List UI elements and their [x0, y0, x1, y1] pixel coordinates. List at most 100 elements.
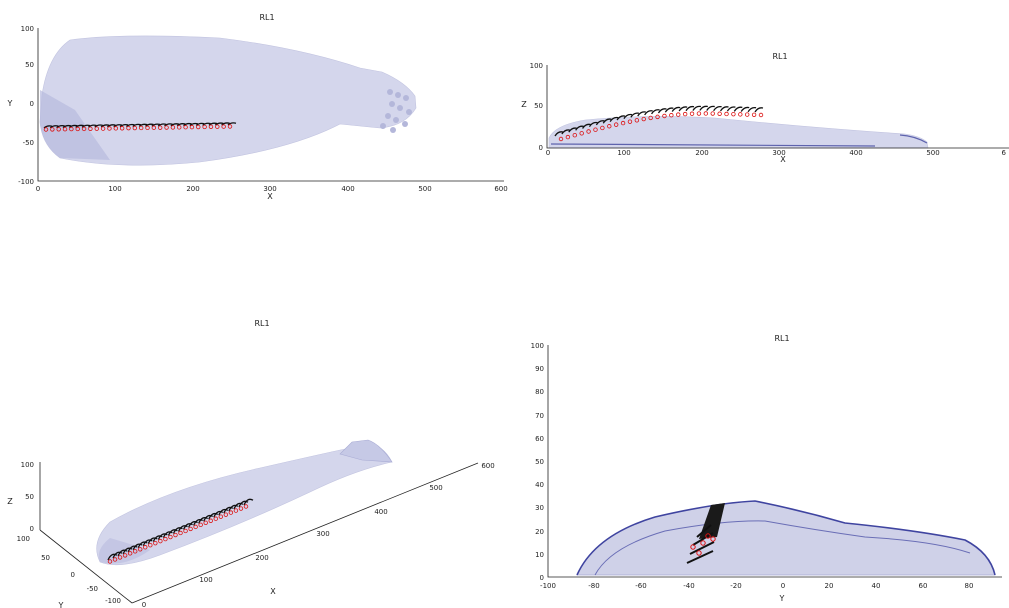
landmark-marker	[731, 111, 736, 117]
rib-curve	[747, 106, 757, 113]
rib-curve	[49, 125, 59, 129]
landmark-marker	[758, 112, 764, 118]
rib-curve	[112, 551, 123, 559]
rib-curve	[87, 124, 97, 128]
x-tick: 100	[617, 149, 630, 157]
rib-curve	[685, 105, 695, 112]
rib-curve	[671, 106, 681, 112]
z-tick: 50	[25, 493, 34, 501]
x-tick: 0	[546, 149, 550, 157]
landmark-marker	[196, 124, 201, 130]
landmark-marker	[221, 124, 226, 129]
landmark-marker	[607, 124, 612, 129]
chart-title: RL1	[774, 334, 789, 343]
rib-curve	[561, 129, 571, 135]
body-inner-outline	[594, 520, 971, 576]
landmark-marker	[738, 112, 743, 117]
rib-curve	[208, 512, 219, 520]
rib-curve	[575, 125, 584, 131]
y-tick: 0	[539, 144, 543, 152]
landmark-marker	[600, 125, 605, 131]
landmark-marker	[641, 116, 646, 122]
rib-curve	[117, 549, 128, 557]
y-tick: 0	[71, 571, 75, 579]
rib-curve	[233, 502, 244, 510]
rib-series	[43, 122, 237, 132]
rib-curve	[100, 124, 110, 128]
landmark-marker	[81, 126, 87, 132]
landmark-marker	[189, 124, 195, 130]
rib-curve	[657, 108, 667, 114]
landmark-marker	[724, 111, 729, 117]
landmark-marker	[145, 125, 150, 131]
rib-curve	[119, 123, 129, 128]
rib-curve	[582, 123, 591, 129]
landmark-marker	[233, 508, 239, 513]
rib-curve	[183, 122, 192, 127]
rib-curve	[195, 122, 205, 127]
x-tick: 0	[36, 185, 40, 193]
rib-curve	[107, 553, 118, 561]
landmark-marker	[238, 506, 244, 511]
landmark-marker	[228, 510, 234, 515]
landmark-marker	[107, 559, 113, 564]
x-tick: -60	[635, 582, 646, 590]
landmark-marker	[717, 111, 722, 116]
y-tick: 60	[535, 435, 544, 443]
body-silhouette	[576, 500, 996, 576]
x-tick: 60	[919, 582, 928, 590]
rib-curve	[630, 112, 639, 118]
chart-title: RL1	[254, 319, 269, 328]
y-tick-labels: -100 -50 0 50 100	[18, 25, 34, 186]
x-tick: -40	[683, 582, 694, 590]
y-tick: 50	[25, 61, 34, 69]
y-axis-label: Z	[521, 100, 527, 109]
rib-curve	[213, 510, 224, 518]
y-tick: 50	[534, 102, 543, 110]
landmark-marker	[202, 124, 207, 130]
landmark-marker	[227, 124, 233, 129]
body-silhouette	[39, 35, 417, 166]
x-tick: 600	[481, 462, 494, 470]
rib-curve	[142, 539, 153, 547]
rib-curve	[554, 131, 564, 137]
landmark-marker	[100, 126, 106, 131]
y-tick: 50	[535, 458, 544, 466]
x-tick: 500	[926, 149, 939, 157]
rib-curve	[94, 124, 103, 128]
rib-curve	[719, 106, 729, 112]
landmark-marker	[88, 126, 93, 131]
y-tick: 100	[531, 342, 544, 350]
x-tick: 100	[199, 576, 212, 584]
y-tick: -100	[105, 597, 121, 605]
landmark-marker	[132, 125, 138, 131]
rib-curve	[132, 543, 143, 551]
landmark-marker	[213, 516, 218, 521]
axis-frame	[37, 28, 504, 182]
landmark-marker	[107, 126, 112, 131]
landmark-marker	[132, 549, 138, 554]
y-tick: 40	[535, 481, 544, 489]
chart-side-view: RL1 Z X 0 100 200 300 400 500 6 0 50 100	[521, 52, 1009, 164]
z-tick-labels: 0 50 100	[21, 461, 34, 533]
rib-curve	[62, 124, 72, 129]
rib-curve	[686, 550, 714, 564]
rib-curve	[170, 123, 180, 127]
rib-curve	[56, 125, 65, 129]
y-tick-labels: 0 50 100	[530, 62, 543, 152]
landmark-marker	[655, 114, 660, 120]
rib-curve	[699, 105, 708, 111]
y-tick: 80	[535, 388, 544, 396]
rib-curve	[157, 533, 168, 540]
rib-curve	[126, 123, 135, 128]
x-tick: 400	[341, 185, 354, 193]
x-tick: 20	[825, 582, 834, 590]
tail-fin	[380, 89, 412, 133]
landmark-marker	[43, 127, 49, 132]
y-tick: 0	[540, 574, 544, 582]
landmark-marker	[126, 125, 131, 131]
x-tick: -20	[730, 582, 741, 590]
rib-curve	[189, 122, 199, 127]
landmark-marker	[193, 524, 198, 530]
y-tick-labels: 100 50 0 -50 -100	[17, 535, 121, 605]
